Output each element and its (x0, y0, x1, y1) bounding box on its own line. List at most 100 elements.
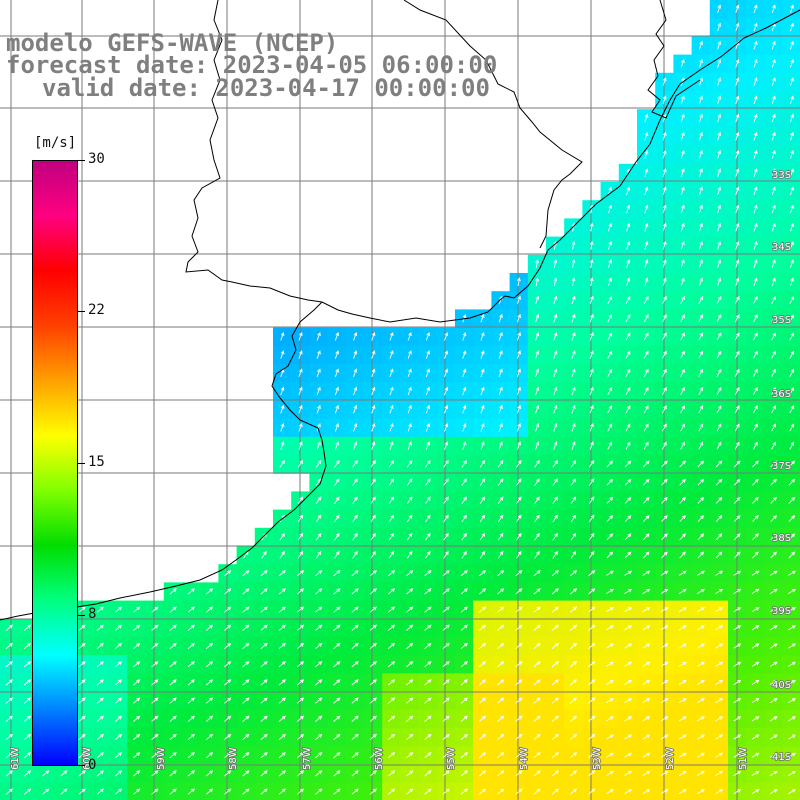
wind-arrow (662, 386, 667, 396)
colorbar-tick-mark (78, 160, 85, 161)
wind-arrow (334, 496, 340, 505)
wind-arrow (60, 788, 68, 795)
wind-arrow (387, 679, 396, 686)
colorbar-tick-label: 22 (88, 302, 105, 318)
wind-arrow (516, 422, 521, 432)
wind-arrow (715, 643, 724, 649)
wind-arrow (333, 624, 341, 631)
wind-arrow (5, 624, 13, 631)
wind-arrow (642, 643, 651, 649)
wind-arrow (387, 642, 396, 650)
wind-arrow (296, 770, 305, 777)
latitude-label: 37S (772, 461, 791, 472)
wind-arrow (588, 588, 596, 595)
wind-arrow (534, 532, 540, 541)
wind-arrow (735, 22, 740, 32)
wind-arrow (680, 204, 685, 214)
wind-arrow (569, 752, 578, 759)
wind-arrow (769, 679, 778, 685)
wind-arrow (480, 422, 485, 432)
wind-arrow (334, 386, 339, 396)
wind-arrow (242, 606, 250, 613)
wind-arrow (461, 496, 467, 505)
wind-arrow (442, 770, 450, 777)
wind-arrow (424, 715, 432, 722)
wind-arrow (771, 186, 776, 196)
wind-arrow (297, 514, 304, 523)
wind-arrow (735, 222, 740, 232)
wind-arrow (642, 588, 651, 594)
wind-arrow (351, 624, 359, 631)
wind-arrow (753, 204, 758, 214)
wind-arrow (606, 515, 614, 522)
wind-arrow (296, 733, 305, 741)
wind-arrow (424, 606, 432, 613)
wind-arrow (478, 661, 487, 668)
wind-arrow (715, 661, 724, 667)
wind-arrow (387, 624, 396, 631)
wind-arrow (771, 77, 776, 86)
wind-arrow (697, 570, 705, 576)
wind-arrow (497, 532, 504, 541)
wind-arrow (279, 551, 285, 559)
wind-arrow (643, 441, 649, 450)
colorbar (32, 160, 78, 766)
wind-arrow (333, 697, 341, 704)
longitude-label: 61W (10, 747, 21, 770)
wind-arrow (588, 642, 596, 650)
wind-arrow (424, 752, 432, 759)
wind-arrow (315, 642, 323, 650)
wind-arrow (660, 625, 669, 631)
wind-arrow (644, 186, 649, 196)
wind-arrow (387, 788, 396, 795)
wind-arrow (371, 350, 376, 359)
wind-arrow (369, 642, 377, 650)
wind-arrow (425, 404, 430, 414)
wind-arrow (771, 295, 776, 305)
wind-arrow (789, 168, 794, 177)
wind-arrow (624, 679, 633, 685)
wind-arrow (96, 624, 104, 631)
wind-arrow (716, 441, 722, 450)
wind-arrow (169, 752, 177, 759)
wind-arrow (425, 441, 430, 450)
wind-arrow (716, 368, 722, 377)
wind-arrow (260, 770, 268, 777)
wind-arrow (497, 752, 505, 759)
wind-arrow (296, 642, 305, 650)
wind-arrow (769, 607, 778, 613)
wind-arrow (735, 4, 740, 14)
wind-arrow (789, 22, 794, 32)
wind-arrow (753, 259, 758, 268)
wind-arrow (352, 532, 358, 541)
wind-arrow (242, 661, 250, 668)
wind-arrow (552, 514, 558, 523)
wind-arrow (751, 770, 760, 776)
wind-arrow (660, 661, 669, 667)
wind-arrow (606, 551, 614, 559)
wind-arrow (515, 642, 523, 650)
wind-arrow (42, 788, 50, 795)
wind-arrow (224, 697, 232, 704)
wind-arrow (334, 478, 340, 486)
wind-arrow (788, 770, 796, 776)
wind-arrow (788, 661, 796, 667)
wind-arrow (407, 350, 412, 359)
wind-arrow (751, 661, 760, 667)
wind-arrow (498, 331, 503, 341)
wind-arrow (789, 332, 795, 341)
wind-arrow (678, 770, 687, 776)
wind-arrow (444, 386, 449, 396)
wind-arrow (351, 570, 359, 577)
wind-arrow (370, 514, 376, 523)
wind-arrow (515, 697, 523, 704)
wind-arrow (715, 770, 724, 776)
wind-arrow (406, 570, 414, 577)
wind-arrow (224, 606, 232, 613)
wind-arrow (353, 422, 358, 432)
wind-arrow (497, 642, 505, 650)
wind-arrow (169, 788, 177, 795)
wind-arrow (478, 624, 487, 631)
wind-arrow (425, 514, 431, 523)
wind-arrow (624, 734, 633, 740)
